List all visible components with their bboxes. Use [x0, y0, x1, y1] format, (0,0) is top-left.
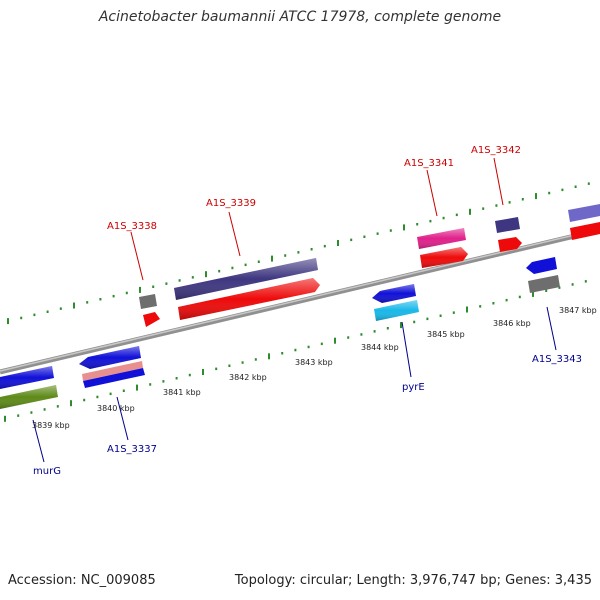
- callout-line-A1S_3342: [493, 157, 504, 206]
- callout-line-A1S_3337: [116, 396, 129, 441]
- gene-murG-inner-gloss: [0, 366, 54, 389]
- gene-A1S_3337-inner-gloss: [79, 346, 141, 369]
- kbp-label: 3841 kbp: [163, 388, 201, 397]
- gene-A1S_3341-outer-gloss: [417, 228, 466, 249]
- map-title: Acinetobacter baumannii ATCC 17978, comp…: [98, 9, 502, 25]
- callout-line-A1S_3338: [130, 231, 144, 281]
- forward-genes-outer: [139, 204, 600, 309]
- callout-lines: [32, 157, 557, 463]
- gene-A1S_3343-outer[interactable]: [528, 275, 560, 293]
- gene-A1S_3342-outer[interactable]: [495, 217, 520, 233]
- upper-tick-track: [7, 182, 590, 325]
- forward-genes-inner: [143, 222, 600, 327]
- genome-backbone: [0, 227, 600, 375]
- gene-murG-outer-gloss: [0, 385, 58, 409]
- callout-line-A1S_3341: [426, 169, 438, 217]
- callout-line-pyrE: [401, 321, 412, 378]
- gene-A1S_3341-inner-gloss: [420, 247, 468, 268]
- gene-pyrE-outer-gloss: [374, 300, 419, 321]
- forward-gene-labels: A1S_3338 A1S_3339 A1S_3341 A1S_3342: [107, 145, 521, 232]
- gene-label-A1S_3342[interactable]: A1S_3342: [471, 145, 521, 156]
- kbp-label: 3842 kbp: [229, 373, 267, 382]
- reverse-genes-inner: [0, 257, 557, 389]
- gene-edge-inner[interactable]: [570, 222, 600, 240]
- gene-A1S_3342-inner[interactable]: [498, 237, 522, 252]
- gene-A1S_3338-inner[interactable]: [143, 312, 160, 327]
- reverse-gene-labels: murG A1S_3337 pyrE A1S_3343: [33, 354, 582, 477]
- accession-text: Accession: NC_009085: [8, 573, 156, 588]
- callout-line-A1S_3339: [228, 211, 241, 257]
- gene-A1S_3338-outer[interactable]: [139, 294, 157, 309]
- gene-label-murG[interactable]: murG: [33, 466, 61, 477]
- gene-A1S_3337-outer-pink[interactable]: [82, 361, 143, 381]
- callout-line-murG: [32, 419, 45, 463]
- kbp-label: 3843 kbp: [295, 358, 333, 367]
- gene-edge-outer[interactable]: [568, 204, 600, 222]
- gene-A1S_3337-outer-blue[interactable]: [83, 368, 145, 388]
- gene-label-pyrE[interactable]: pyrE: [402, 382, 425, 393]
- gene-label-A1S_3341[interactable]: A1S_3341: [404, 158, 454, 169]
- gene-label-A1S_3339[interactable]: A1S_3339: [206, 198, 256, 209]
- kbp-label: 3845 kbp: [427, 330, 465, 339]
- kbp-label: 3840 kbp: [97, 404, 135, 413]
- gene-A1S_3339-inner-gloss: [178, 278, 320, 320]
- genome-backbone-highlight: [0, 228, 600, 372]
- callout-line-A1S_3343: [546, 306, 557, 351]
- lower-tick-track: [4, 280, 587, 422]
- kbp-label: 3846 kbp: [493, 319, 531, 328]
- gene-A1S_3343-inner[interactable]: [526, 257, 557, 274]
- gene-pyrE-inner-gloss: [372, 284, 416, 303]
- gene-label-A1S_3343[interactable]: A1S_3343: [532, 354, 582, 365]
- kbp-label: 3844 kbp: [361, 343, 399, 352]
- gene-A1S_3339-outer-gloss: [174, 258, 318, 300]
- gene-label-A1S_3338[interactable]: A1S_3338: [107, 221, 157, 232]
- kbp-label: 3839 kbp: [32, 421, 70, 430]
- kbp-label: 3847 kbp: [559, 306, 597, 315]
- reverse-genes-outer: [0, 275, 560, 409]
- genome-summary-text: Topology: circular; Length: 3,976,747 bp…: [234, 573, 592, 588]
- gene-label-A1S_3337[interactable]: A1S_3337: [107, 444, 157, 455]
- kbp-labels: 3839 kbp 3840 kbp 3841 kbp 3842 kbp 3843…: [32, 306, 597, 430]
